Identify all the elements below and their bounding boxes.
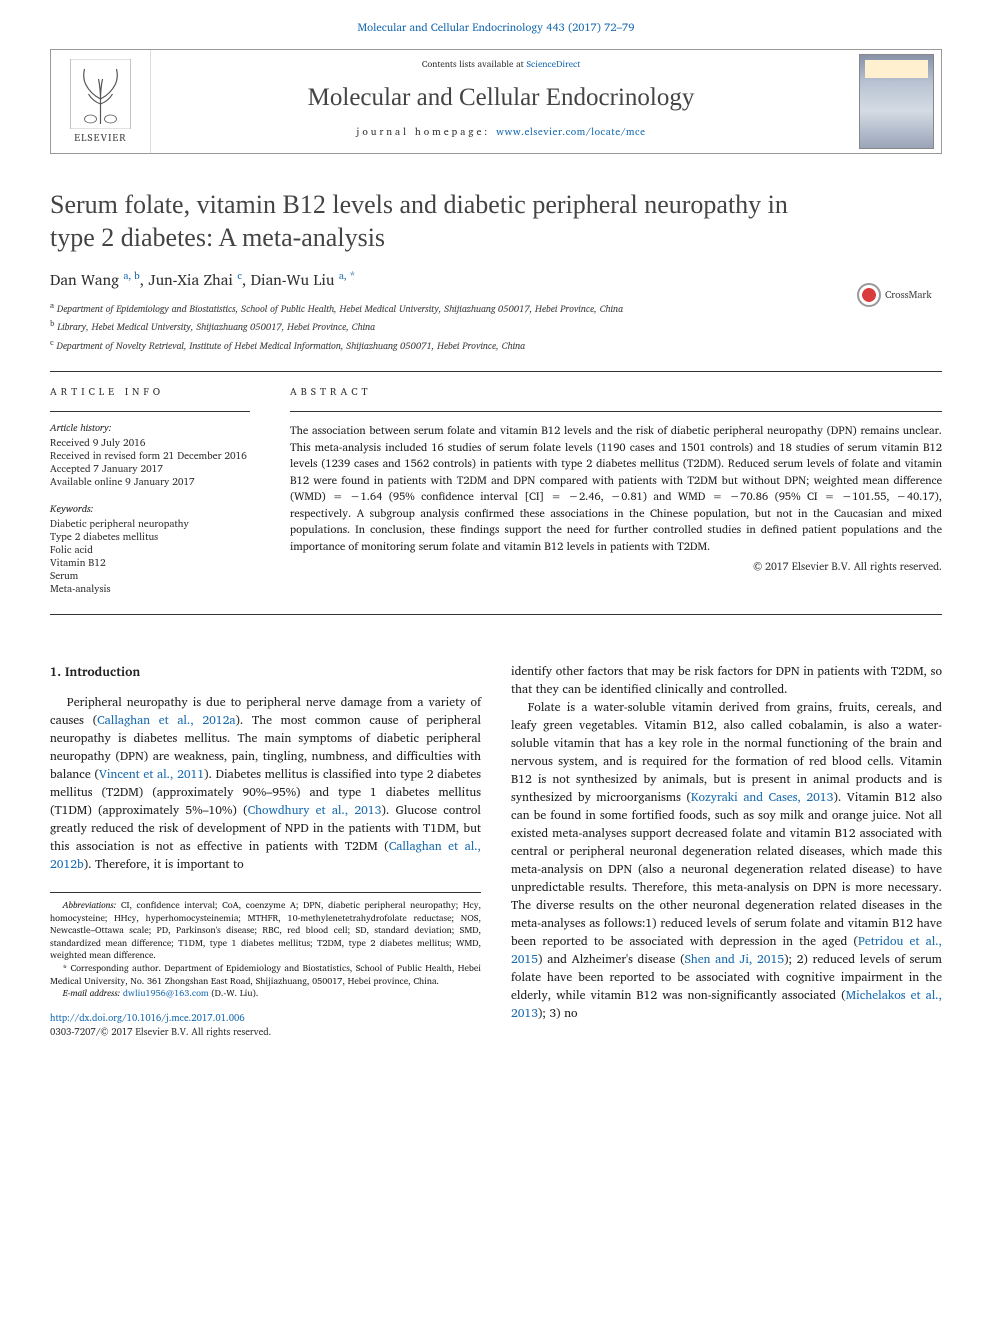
corresponding-author-mark[interactable]: * (350, 266, 356, 284)
citation-link[interactable]: Shen and Ji, 2015 (685, 950, 784, 969)
elsevier-tree-icon (68, 59, 133, 129)
article-info-heading: ARTICLE INFO (50, 386, 250, 399)
intro-paragraph-1: Peripheral neuropathy is due to peripher… (50, 694, 481, 874)
doi-link[interactable]: http://dx.doi.org/10.1016/j.mce.2017.01.… (50, 1011, 245, 1026)
section-1-heading: 1. Introduction (50, 663, 481, 682)
footnotes: Abbreviations: CI, confidence interval; … (50, 892, 481, 1000)
authors-line: Dan Wang a, b, Jun-Xia Zhai c, Dian-Wu L… (50, 268, 942, 290)
journal-reference-link[interactable]: Molecular and Cellular Endocrinology 443… (358, 18, 635, 36)
column-left: 1. Introduction Peripheral neuropathy is… (50, 663, 481, 1040)
affiliation-c: c Department of Novelty Retrieval, Insti… (50, 337, 942, 354)
abstract-copyright: © 2017 Elsevier B.V. All rights reserved… (290, 560, 942, 574)
journal-name: Molecular and Cellular Endocrinology (151, 82, 851, 115)
article-title: Serum folate, vitamin B12 levels and dia… (50, 189, 942, 254)
journal-homepage-link[interactable]: www.elsevier.com/locate/mce (496, 124, 645, 140)
journal-cover-thumbnail (859, 54, 934, 149)
journal-header: ELSEVIER Contents lists available at Sci… (50, 49, 942, 154)
contents-prefix: Contents lists available at (422, 56, 527, 71)
author-3-name: Dian-Wu Liu (251, 267, 339, 292)
corresponding-footnote: * Corresponding author. Department of Ep… (50, 962, 481, 987)
abbreviations-footnote: Abbreviations: CI, confidence interval; … (50, 899, 481, 962)
article-history: Article history: Received 9 July 2016 Re… (50, 422, 250, 489)
citation-link[interactable]: Chowdhury et al., 2013 (248, 801, 382, 820)
history-label: Article history: (50, 422, 250, 435)
header-center: Contents lists available at ScienceDirec… (151, 50, 851, 153)
email-link[interactable]: dwliu1956@163.com (123, 985, 209, 1000)
citation-link[interactable]: Vincent et al., 2011 (99, 765, 204, 784)
author-1-aff-link[interactable]: a, b (123, 268, 139, 284)
author-3-aff-link[interactable]: a, (339, 268, 350, 284)
body-columns: 1. Introduction Peripheral neuropathy is… (50, 614, 942, 1040)
email-footnote: E-mail address: dwliu1956@163.com (D.-W.… (50, 987, 481, 1000)
crossmark-label: CrossMark (885, 289, 932, 302)
journal-reference: Molecular and Cellular Endocrinology 443… (50, 20, 942, 34)
author-1-name: Dan Wang (50, 267, 123, 292)
author-2-name: Jun-Xia Zhai (148, 267, 237, 292)
citation-link[interactable]: Callaghan et al., 2012a (97, 711, 235, 730)
history-online: Available online 9 January 2017 (50, 476, 250, 489)
affiliation-a: a Department of Epidemiology and Biostat… (50, 300, 942, 317)
keywords-label: Keywords: (50, 503, 250, 516)
keyword: Vitamin B12 (50, 557, 250, 570)
issn-copyright: 0303-7207/© 2017 Elsevier B.V. All right… (50, 1026, 481, 1040)
contents-available-line: Contents lists available at ScienceDirec… (151, 58, 851, 70)
sciencedirect-link[interactable]: ScienceDirect (526, 56, 580, 71)
affiliation-b: b Library, Hebei Medical University, Shi… (50, 318, 942, 335)
elsevier-label: ELSEVIER (74, 132, 126, 145)
homepage-prefix: journal homepage: (356, 124, 496, 140)
elsevier-logo: ELSEVIER (51, 50, 151, 153)
keyword: Meta-analysis (50, 583, 250, 596)
citation-link[interactable]: Kozyraki and Cases, 2013 (691, 788, 834, 807)
column-right: identify other factors that may be risk … (511, 663, 942, 1040)
intro-paragraph-1-cont: identify other factors that may be risk … (511, 663, 942, 699)
author-sep: , (242, 267, 251, 292)
crossmark-icon (857, 283, 881, 307)
doi-line: http://dx.doi.org/10.1016/j.mce.2017.01.… (50, 1012, 481, 1026)
article-info-column: ARTICLE INFO Article history: Received 9… (50, 386, 250, 596)
keywords-list: Diabetic peripheral neuropathy Type 2 di… (50, 518, 250, 596)
abstract-text: The association between serum folate and… (290, 422, 942, 554)
abstract-heading: ABSTRACT (290, 386, 942, 399)
intro-paragraph-2: Folate is a water-soluble vitamin derive… (511, 699, 942, 1023)
journal-cover (851, 50, 941, 153)
abstract-column: ABSTRACT The association between serum f… (290, 386, 942, 596)
crossmark-badge[interactable]: CrossMark (857, 283, 942, 307)
journal-homepage-line: journal homepage: www.elsevier.com/locat… (151, 126, 851, 139)
